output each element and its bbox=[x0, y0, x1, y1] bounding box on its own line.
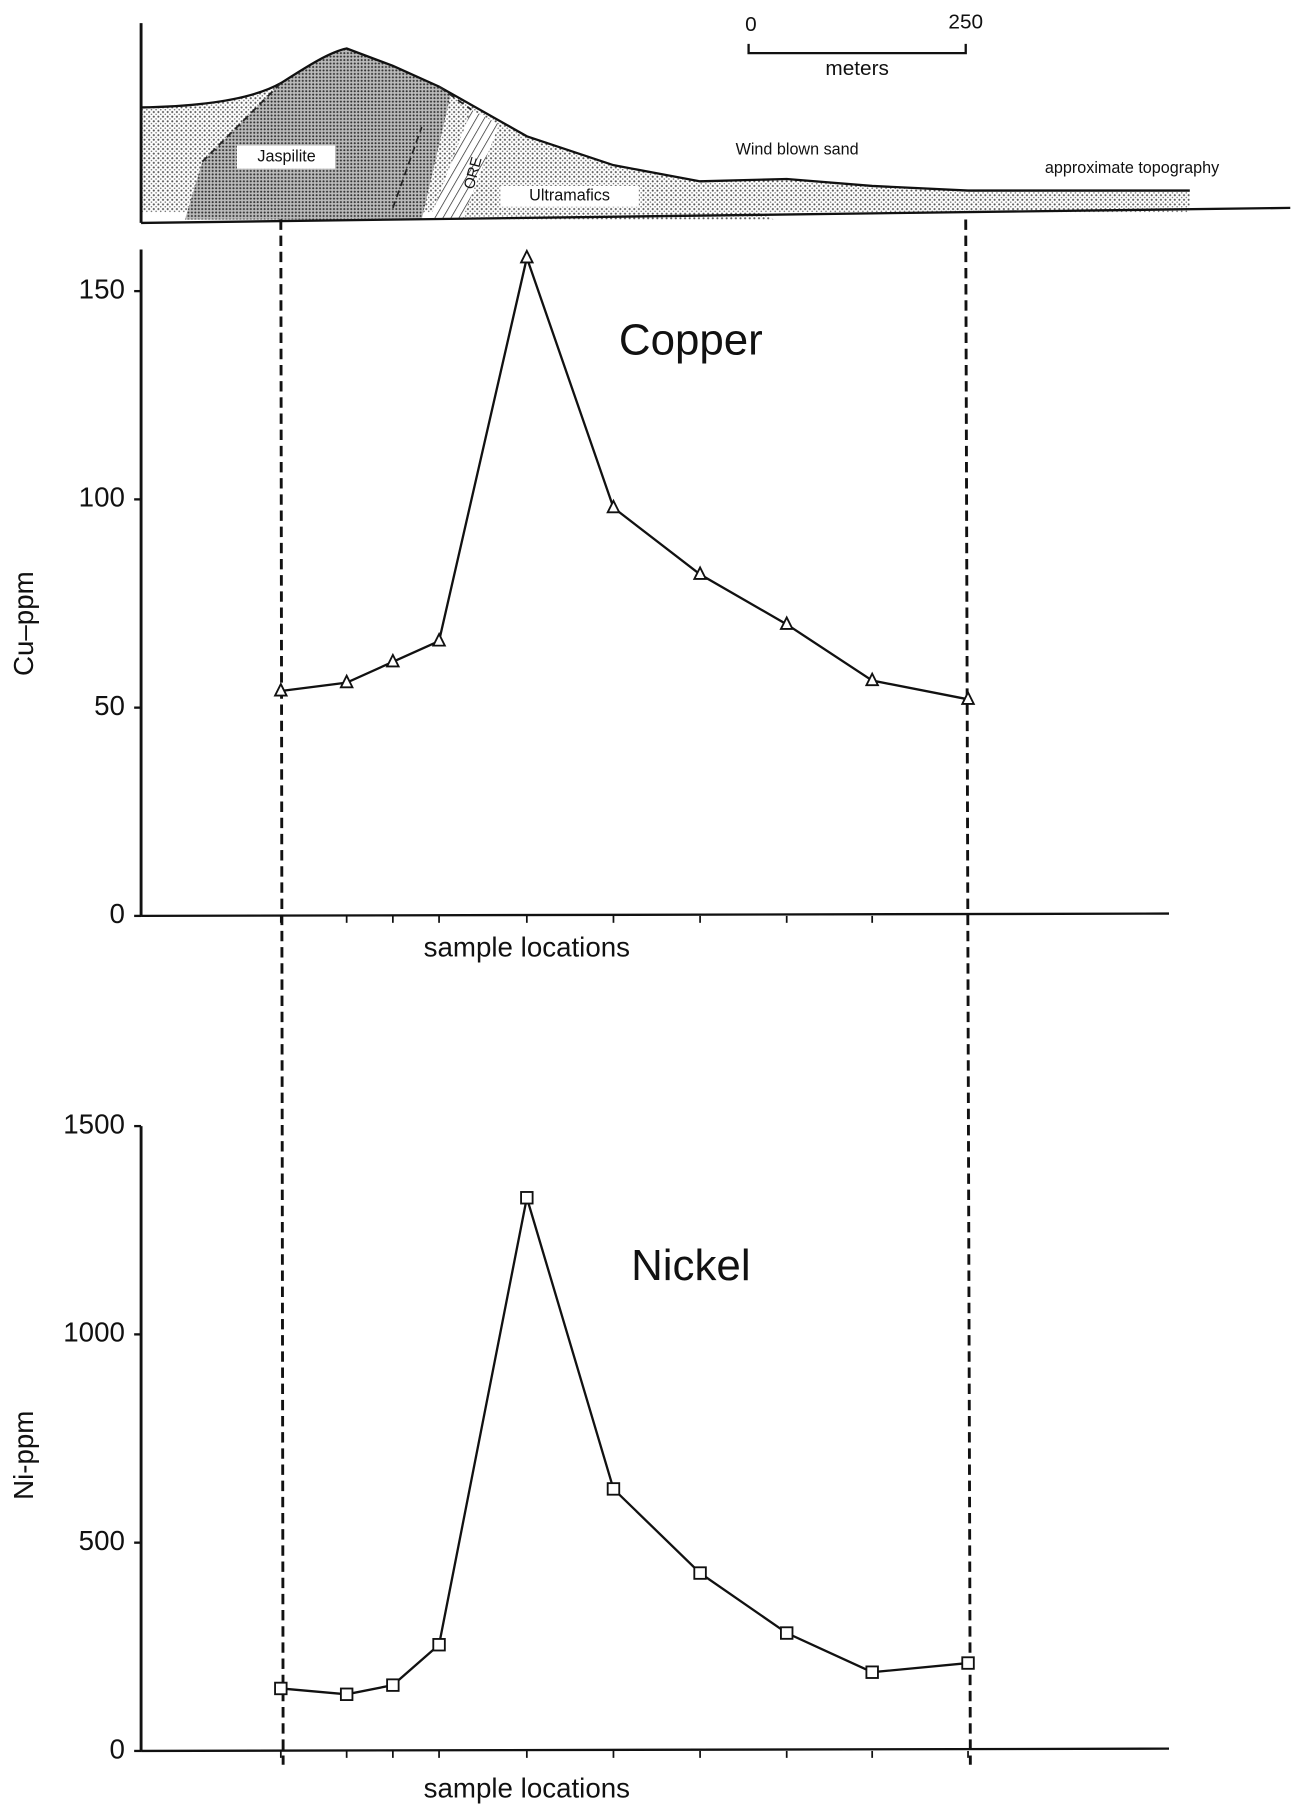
marker bbox=[780, 1626, 794, 1640]
marker bbox=[432, 1638, 446, 1652]
dashed-guide bbox=[964, 219, 972, 1765]
marker bbox=[779, 615, 794, 630]
contact-line bbox=[201, 82, 472, 209]
x-axis bbox=[141, 1747, 1170, 1753]
label-bg bbox=[236, 145, 336, 169]
marker bbox=[385, 652, 401, 668]
y-axis-label: Ni-ppm bbox=[8, 1411, 39, 1500]
x-axis-label: sample locations bbox=[424, 932, 630, 963]
marker bbox=[865, 1665, 879, 1679]
marker bbox=[339, 673, 354, 689]
y-axis-label: Cu–ppm bbox=[8, 571, 39, 676]
y-tick-label: 0 bbox=[109, 898, 124, 929]
marker bbox=[961, 1656, 975, 1670]
topography-line bbox=[141, 47, 1190, 192]
scale-label: 0 bbox=[745, 13, 757, 36]
marker bbox=[273, 681, 289, 697]
section-base bbox=[141, 206, 1291, 225]
marker bbox=[693, 1566, 707, 1580]
marker bbox=[606, 498, 621, 514]
x-axis-label: sample locations bbox=[424, 1773, 630, 1804]
ore-body bbox=[429, 109, 500, 220]
scale-label: meters bbox=[825, 57, 888, 80]
y-tick-label: 150 bbox=[79, 273, 125, 304]
cross-section: Jaspilite ORE Ultramafics Wind blown san… bbox=[139, 11, 1291, 225]
marker bbox=[431, 631, 447, 647]
rock-label: approximate topography bbox=[1045, 159, 1220, 177]
rock-label: Ultramafics bbox=[529, 187, 610, 205]
chart-title: Nickel bbox=[631, 1241, 750, 1290]
rock-label: Wind blown sand bbox=[736, 140, 859, 158]
rock-label: Jaspilite bbox=[257, 147, 315, 165]
marker bbox=[606, 1482, 621, 1496]
dashed-guide bbox=[279, 219, 285, 1765]
y-tick-label: 0 bbox=[109, 1733, 124, 1764]
scale-bar bbox=[747, 43, 967, 55]
x-axis bbox=[141, 912, 1170, 918]
label-bg bbox=[500, 185, 639, 207]
marker bbox=[519, 248, 535, 264]
marker bbox=[520, 1191, 534, 1205]
marker bbox=[692, 565, 708, 580]
data-line bbox=[280, 253, 969, 701]
marker bbox=[386, 1678, 400, 1692]
marker bbox=[274, 1681, 288, 1696]
scale-label: 250 bbox=[948, 11, 983, 34]
y-tick-label: 100 bbox=[79, 482, 125, 513]
marker bbox=[960, 690, 976, 705]
jaspilite-body bbox=[184, 48, 451, 220]
y-tick-label: 1000 bbox=[63, 1317, 125, 1348]
y-tick-label: 500 bbox=[79, 1525, 125, 1556]
chart-title: Copper bbox=[619, 316, 763, 365]
y-tick-label: 1500 bbox=[63, 1108, 125, 1139]
data-line bbox=[280, 1197, 969, 1696]
marker bbox=[864, 671, 880, 687]
y-tick-label: 50 bbox=[94, 690, 125, 721]
marker bbox=[339, 1687, 354, 1701]
